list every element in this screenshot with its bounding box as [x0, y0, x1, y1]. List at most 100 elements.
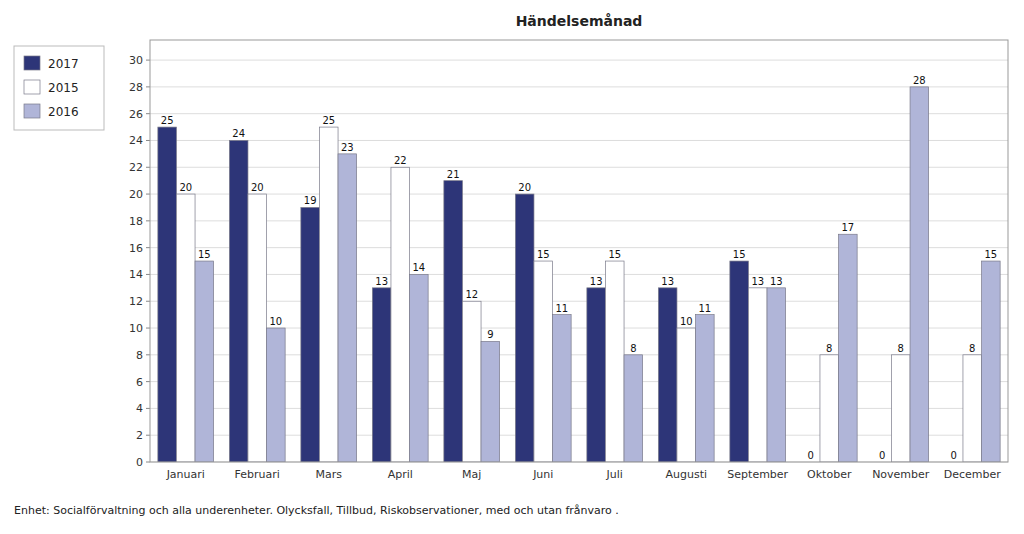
tick-mark	[146, 86, 150, 87]
tick-label: 28	[129, 81, 143, 94]
data-label: 0	[807, 450, 813, 461]
bar	[462, 301, 481, 462]
bar	[605, 261, 624, 462]
bar	[534, 261, 553, 462]
bar	[891, 355, 910, 462]
grid-line	[150, 60, 1008, 61]
data-label: 15	[537, 249, 550, 260]
tick-label: Mars	[316, 468, 343, 481]
y-axis: 024681012141618202224262830	[129, 54, 1008, 469]
grid-line	[150, 113, 1008, 114]
bar	[481, 341, 500, 462]
bar	[767, 288, 786, 462]
data-label: 21	[447, 169, 460, 180]
data-label: 25	[322, 115, 335, 126]
bar	[658, 288, 677, 462]
bar	[158, 127, 177, 462]
tick-mark	[146, 462, 150, 463]
tick-label: Februari	[235, 468, 280, 481]
legend-swatch	[24, 104, 40, 118]
bar	[730, 261, 749, 462]
grid-line	[150, 247, 1008, 248]
plot-frame	[150, 40, 1008, 462]
bar	[195, 261, 214, 462]
data-label: 15	[198, 249, 211, 260]
data-label: 25	[161, 115, 174, 126]
data-label: 28	[913, 75, 926, 86]
bar	[391, 167, 410, 462]
bar	[982, 261, 1001, 462]
tick-label: Januari	[166, 468, 205, 481]
data-label: 0	[950, 450, 956, 461]
tick-mark	[146, 435, 150, 436]
data-label: 19	[304, 195, 317, 206]
data-label: 13	[590, 276, 603, 287]
tick-label: 10	[129, 322, 143, 335]
grid-line	[150, 301, 1008, 302]
tick-mark	[146, 354, 150, 355]
data-label: 24	[232, 128, 245, 139]
plot-area	[150, 40, 1008, 462]
legend-swatch	[24, 80, 40, 94]
data-label: 15	[733, 249, 746, 260]
tick-label: 18	[129, 215, 143, 228]
tick-label: 26	[129, 108, 143, 121]
data-label: 8	[898, 343, 904, 354]
bar	[515, 194, 534, 462]
data-label: 9	[487, 329, 493, 340]
bar	[624, 355, 643, 462]
tick-mark	[146, 140, 150, 141]
bar	[338, 154, 357, 462]
data-labels: 2524191321201313150002020252212151510138…	[161, 75, 997, 461]
data-label: 14	[412, 262, 425, 273]
tick-mark	[146, 247, 150, 248]
tick-label: Augusti	[665, 468, 707, 481]
tick-mark	[146, 408, 150, 409]
bar	[963, 355, 982, 462]
data-label: 10	[269, 316, 282, 327]
tick-label: Juni	[532, 468, 553, 481]
tick-label: 30	[129, 54, 143, 67]
data-label: 0	[879, 450, 885, 461]
tick-mark	[146, 60, 150, 61]
bar	[910, 87, 929, 462]
tick-mark	[146, 220, 150, 221]
data-label: 23	[341, 142, 354, 153]
tick-mark	[146, 194, 150, 195]
bar	[301, 207, 320, 462]
data-label: 20	[518, 182, 531, 193]
grid-line	[150, 274, 1008, 275]
tick-mark	[146, 328, 150, 329]
tick-label: 12	[129, 295, 143, 308]
tick-label: 14	[129, 268, 143, 281]
data-label: 17	[841, 222, 854, 233]
bar	[267, 328, 286, 462]
grid-line	[150, 167, 1008, 168]
chart: Händelsemånad024681012141618202224262830…	[0, 0, 1024, 534]
data-label: 20	[179, 182, 192, 193]
bars	[158, 87, 1000, 462]
title: Händelsemånad	[516, 13, 643, 29]
bar	[696, 315, 715, 462]
annotation: Enhet: Socialförvaltning och alla undere…	[14, 504, 619, 517]
bar	[820, 355, 839, 462]
bar	[248, 194, 267, 462]
tick-label: Juli	[606, 468, 623, 481]
tick-label: 24	[129, 134, 143, 147]
tick-label: November	[872, 468, 930, 481]
data-label: 15	[984, 249, 997, 260]
data-label: 10	[680, 316, 693, 327]
tick-label: 22	[129, 161, 143, 174]
data-label: 8	[826, 343, 832, 354]
tick-label: 2	[136, 429, 143, 442]
legend-swatch	[24, 56, 40, 70]
bar	[319, 127, 338, 462]
tick-label: Maj	[462, 468, 481, 481]
data-label: 13	[661, 276, 674, 287]
bar	[372, 288, 391, 462]
tick-label: 4	[136, 402, 143, 415]
data-label: 13	[375, 276, 388, 287]
tick-label: April	[388, 468, 413, 481]
grid-line	[150, 86, 1008, 87]
bar	[839, 234, 858, 462]
